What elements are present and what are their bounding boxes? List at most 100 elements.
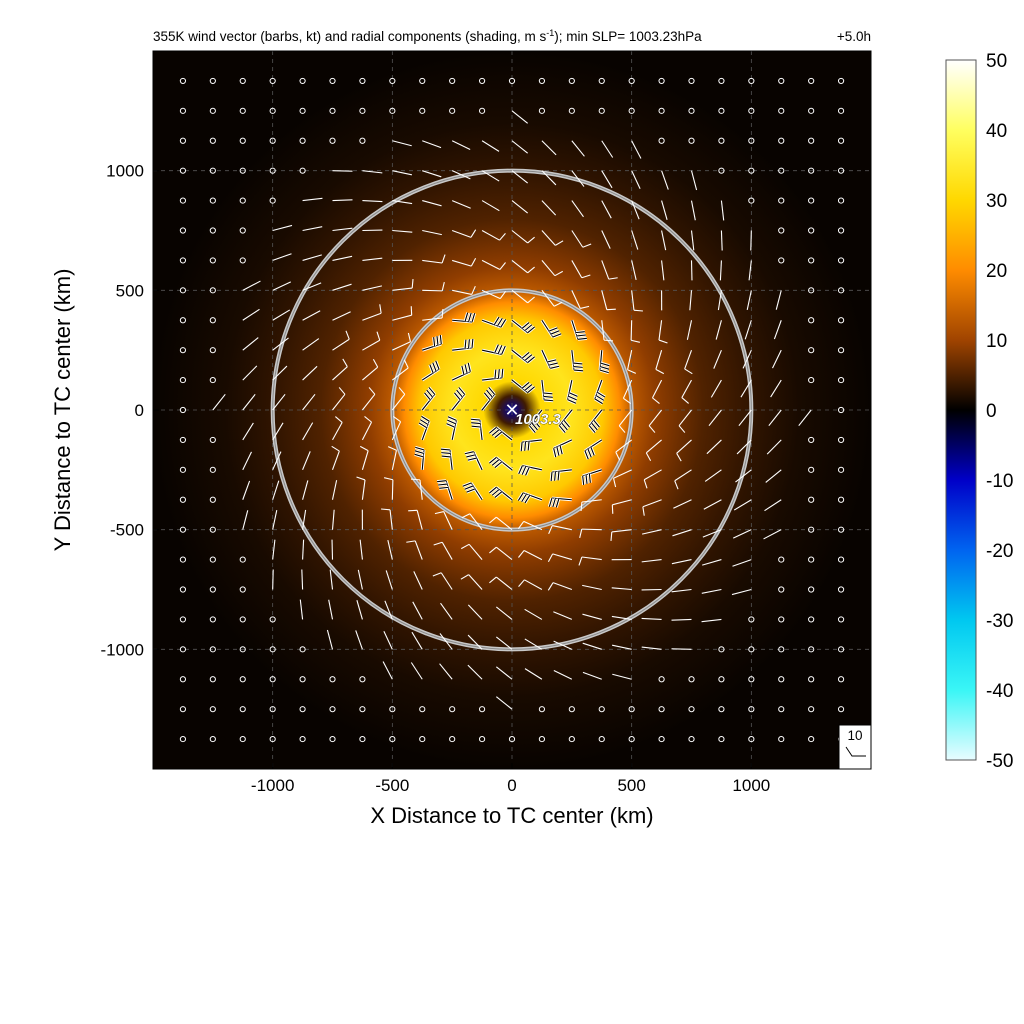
calm-circle	[778, 137, 785, 144]
wind-barb	[720, 230, 723, 251]
wind-barb	[541, 260, 564, 277]
barb-staff	[451, 200, 471, 209]
calm-circle	[179, 197, 187, 204]
calm-circle	[239, 197, 246, 204]
barb-staff	[272, 365, 288, 381]
wind-barb	[392, 140, 412, 147]
calm-circle	[837, 436, 845, 444]
wind-barb	[581, 468, 603, 486]
barb-staff	[302, 310, 321, 321]
calm-circle	[778, 197, 785, 204]
barb-staff	[391, 479, 394, 500]
barb-staff	[671, 588, 692, 593]
barb-feather	[488, 387, 495, 395]
wind-barb	[613, 469, 632, 488]
barb-feather	[630, 339, 641, 343]
wind-barb	[422, 140, 442, 149]
calm-circle	[628, 706, 635, 713]
calm-circle	[808, 586, 815, 593]
barb-feather	[627, 369, 637, 374]
barb-feather	[379, 304, 382, 314]
calm-circle	[748, 735, 755, 743]
barb-staff	[601, 200, 612, 219]
barb-staff	[612, 673, 632, 680]
wind-barb	[541, 170, 557, 186]
calm-circle	[837, 197, 845, 204]
wind-barb	[618, 409, 633, 433]
barb-feather	[501, 345, 506, 355]
calm-circle	[837, 496, 845, 503]
barb-feather	[494, 491, 503, 498]
barb-feather	[556, 446, 560, 456]
barb-feather	[674, 480, 679, 490]
barb-staff	[332, 227, 353, 232]
wind-barb	[571, 170, 585, 187]
barb-feather	[387, 446, 397, 451]
barb-feather	[518, 465, 523, 475]
wind-barb	[678, 409, 692, 433]
barb-feather	[466, 454, 476, 458]
wind-barb	[671, 648, 692, 650]
calm-circle	[209, 137, 216, 144]
barb-staff	[581, 499, 602, 503]
barb-feather	[491, 459, 500, 466]
wind-barb	[671, 618, 692, 621]
barb-staff	[331, 480, 338, 500]
wind-barb	[452, 285, 476, 295]
barb-feather	[494, 344, 499, 354]
barb-staff	[552, 553, 572, 561]
barb-feather	[678, 425, 686, 433]
barb-staff	[775, 290, 782, 310]
calm-circle	[718, 107, 725, 114]
barb-staff	[524, 579, 543, 590]
barb-staff	[671, 618, 692, 621]
barb-staff	[715, 320, 722, 340]
calm-circle	[808, 436, 815, 444]
barb-feather	[499, 233, 506, 241]
barb-feather	[574, 369, 584, 372]
barb-feather	[517, 521, 525, 529]
calm-circle	[269, 167, 276, 174]
wind-barb	[384, 600, 393, 620]
wind-barb	[489, 576, 513, 590]
barb-feather	[441, 455, 451, 458]
barb-feather	[582, 475, 585, 485]
barb-feather	[466, 488, 476, 493]
barb-staff	[671, 648, 692, 650]
barb-staff	[242, 337, 259, 351]
wind-barb	[641, 559, 662, 563]
barb-staff	[299, 599, 304, 620]
barb-feather	[500, 319, 507, 328]
barb-feather	[441, 281, 445, 292]
wind-barb	[651, 379, 663, 404]
calm-circle	[179, 137, 187, 144]
barb-feather	[603, 339, 614, 342]
wind-barb	[392, 306, 413, 321]
calm-circle	[179, 466, 187, 473]
barb-staff	[601, 290, 608, 310]
wind-barb	[571, 260, 591, 279]
barb-staff	[451, 140, 471, 150]
wind-barb	[690, 200, 696, 221]
barb-staff	[362, 200, 383, 203]
calm-circle	[179, 735, 187, 743]
barb-feather	[464, 451, 474, 455]
wind-barb	[432, 572, 453, 590]
wind-barb	[302, 338, 320, 351]
barb-feather	[521, 466, 527, 475]
barb-feather	[338, 387, 346, 395]
wind-barb	[528, 409, 544, 434]
wind-barb	[719, 260, 722, 281]
calm-circle	[778, 227, 785, 234]
wind-barb	[385, 570, 393, 590]
calm-circle	[808, 227, 815, 234]
barb-feather	[642, 506, 645, 516]
barb-staff	[272, 509, 278, 530]
barb-staff	[391, 393, 406, 411]
barb-staff	[467, 634, 483, 650]
barb-staff	[302, 338, 320, 351]
wind-barb	[672, 529, 692, 537]
barb-feather	[356, 476, 366, 481]
wind-barb	[452, 312, 477, 324]
calm-circle	[508, 735, 516, 743]
